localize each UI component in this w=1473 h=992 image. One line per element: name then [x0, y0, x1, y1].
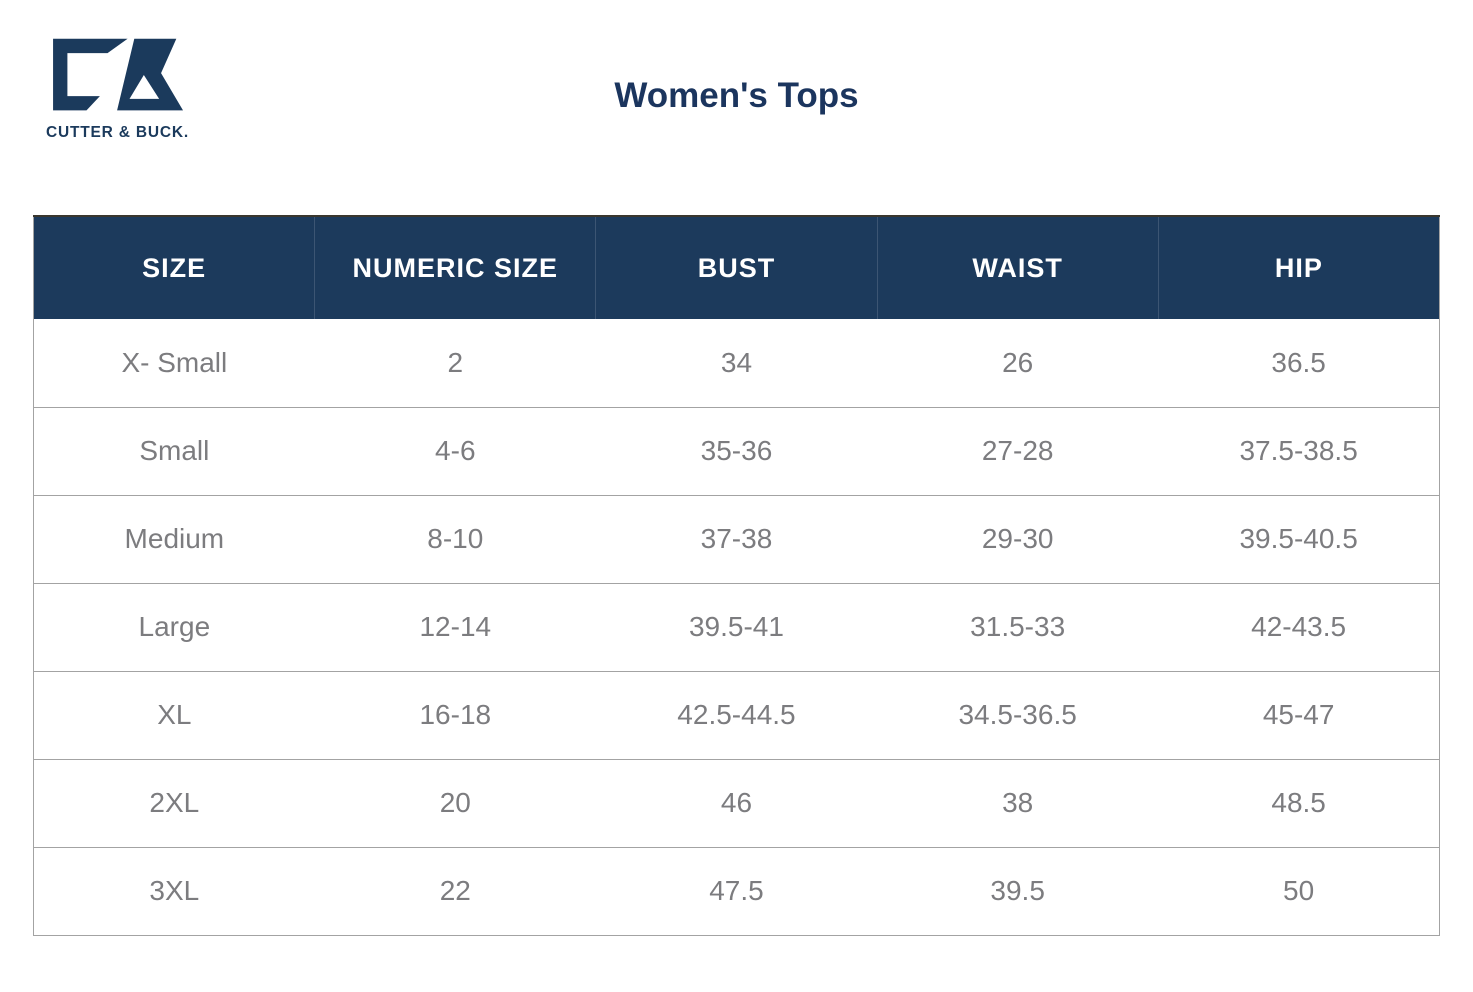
- cell-hip: 36.5: [1158, 319, 1440, 407]
- column-header-size: SIZE: [33, 215, 315, 319]
- cell-hip: 37.5-38.5: [1158, 406, 1440, 495]
- cell-hip: 48.5: [1158, 758, 1440, 847]
- cell-numeric-size: 4-6: [314, 406, 596, 495]
- cell-size: Large: [33, 582, 315, 671]
- cell-hip: 39.5-40.5: [1158, 494, 1440, 583]
- column-header-hip: HIP: [1157, 215, 1440, 319]
- cell-waist: 31.5-33: [877, 582, 1159, 671]
- column-header-bust: BUST: [595, 215, 878, 319]
- cell-hip: 45-47: [1158, 670, 1440, 759]
- cell-waist: 29-30: [877, 494, 1159, 583]
- table-body: X- Small 2 34 26 36.5 Small 4-6 35-36 27…: [33, 319, 1440, 935]
- cell-numeric-size: 2: [314, 319, 596, 407]
- cell-size: Small: [33, 406, 315, 495]
- table-header: SIZE NUMERIC SIZE BUST WAIST HIP: [33, 215, 1440, 319]
- cell-bust: 46: [595, 758, 878, 847]
- cell-bust: 34: [595, 319, 878, 407]
- table-row-large: Large 12-14 39.5-41 31.5-33 42-43.5: [33, 582, 1440, 671]
- cell-bust: 39.5-41: [595, 582, 878, 671]
- cell-numeric-size: 20: [314, 758, 596, 847]
- table-row-small: Small 4-6 35-36 27-28 37.5-38.5: [33, 406, 1440, 495]
- cell-size: 3XL: [33, 846, 315, 935]
- cell-bust: 47.5: [595, 846, 878, 935]
- cell-waist: 34.5-36.5: [877, 670, 1159, 759]
- cell-numeric-size: 16-18: [314, 670, 596, 759]
- cell-waist: 27-28: [877, 406, 1159, 495]
- table-header-row: SIZE NUMERIC SIZE BUST WAIST HIP: [33, 215, 1440, 319]
- page-title: Women's Tops: [614, 76, 859, 115]
- size-chart-table: SIZE NUMERIC SIZE BUST WAIST HIP X- Smal…: [33, 215, 1440, 936]
- cell-numeric-size: 12-14: [314, 582, 596, 671]
- cell-waist: 38: [877, 758, 1159, 847]
- page-header: CUTTER & BUCK. Women's Tops: [0, 0, 1473, 215]
- cell-numeric-size: 22: [314, 846, 596, 935]
- cell-hip: 50: [1158, 846, 1440, 935]
- cell-numeric-size: 8-10: [314, 494, 596, 583]
- table-row-2xl: 2XL 20 46 38 48.5: [33, 758, 1440, 847]
- cell-waist: 39.5: [877, 846, 1159, 935]
- cell-bust: 37-38: [595, 494, 878, 583]
- cell-size: XL: [33, 670, 315, 759]
- cell-bust: 42.5-44.5: [595, 670, 878, 759]
- cell-size: 2XL: [33, 758, 315, 847]
- cutter-buck-cb-monogram-icon: [53, 38, 184, 111]
- table-row-xl: XL 16-18 42.5-44.5 34.5-36.5 45-47: [33, 670, 1440, 759]
- column-header-numeric-size: NUMERIC SIZE: [314, 215, 596, 319]
- table-row-3xl: 3XL 22 47.5 39.5 50: [33, 846, 1440, 935]
- column-header-waist: WAIST: [876, 215, 1159, 319]
- cell-bust: 35-36: [595, 406, 878, 495]
- table-row-medium: Medium 8-10 37-38 29-30 39.5-40.5: [33, 494, 1440, 583]
- cell-size: X- Small: [33, 319, 315, 407]
- table-row-x-small: X- Small 2 34 26 36.5: [33, 319, 1440, 407]
- cell-size: Medium: [33, 494, 315, 583]
- brand-wordmark: CUTTER & BUCK.: [46, 124, 189, 141]
- cell-waist: 26: [877, 319, 1159, 407]
- cell-hip: 42-43.5: [1158, 582, 1440, 671]
- brand-logo: CUTTER & BUCK.: [46, 33, 206, 142]
